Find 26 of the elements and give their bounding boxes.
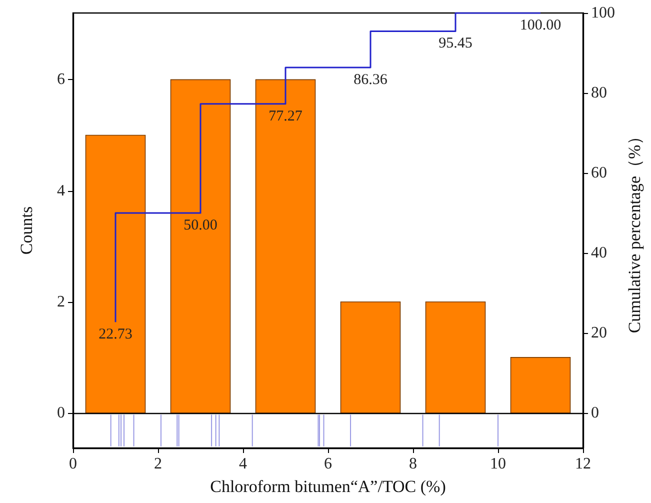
x-tick-label: 2	[154, 456, 162, 472]
x-tick-label: 12	[575, 456, 591, 472]
y2-tick-label: 60	[591, 164, 607, 182]
y-tick-label: 4	[57, 182, 65, 200]
x-tick-label: 10	[490, 456, 506, 472]
y-tick-label: 6	[57, 71, 65, 88]
y2-tick-label: 0	[591, 404, 599, 422]
y2-tick-label: 80	[591, 84, 607, 102]
data-label: 77.27	[268, 108, 303, 124]
x-axis-title: Chloroform bitumen“A”/TOC (%)	[210, 477, 446, 496]
data-label: 95.45	[438, 36, 472, 52]
x-tick-label: 4	[239, 456, 247, 472]
data-label: 100.00	[520, 18, 562, 34]
y2-tick-label: 40	[591, 244, 607, 262]
y-axis-title: Counts	[17, 206, 36, 255]
data-label: 22.73	[98, 326, 132, 343]
data-label: 50.00	[184, 218, 218, 234]
y2-tick-label: 20	[591, 324, 607, 342]
y2-tick-label: 100	[591, 4, 615, 22]
y-tick-label: 2	[57, 293, 65, 310]
y2-axis-title: Cumulative percentage（%）	[624, 128, 644, 334]
y-tick-label: 0	[57, 404, 65, 422]
x-tick-label: 8	[409, 456, 417, 472]
x-tick-label: 6	[324, 456, 332, 472]
x-tick-label: 0	[69, 456, 77, 472]
data-label: 86.36	[354, 72, 388, 88]
